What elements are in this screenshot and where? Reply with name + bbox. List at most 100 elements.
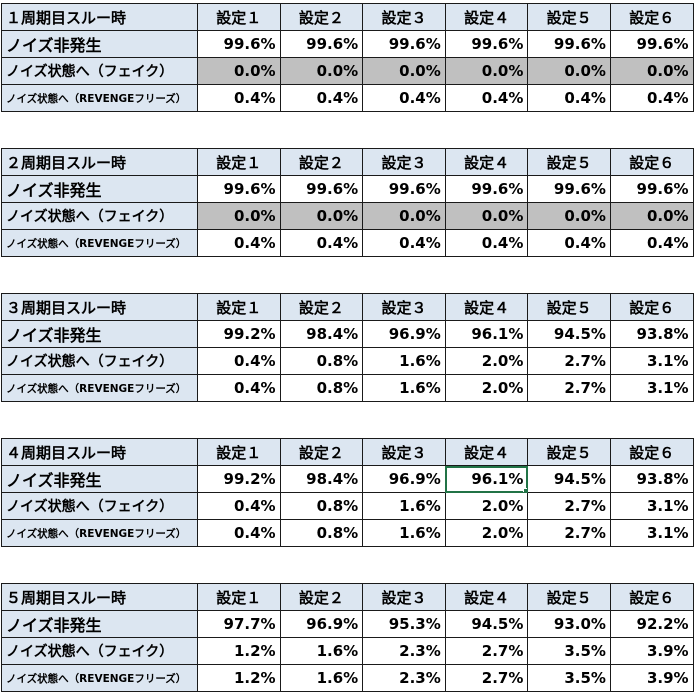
setting-header[interactable]: 設定４ <box>444 293 529 321</box>
table-title[interactable]: １周期目スルー時 <box>1 3 198 31</box>
rate-cell[interactable]: 99.6% <box>609 30 694 58</box>
setting-header[interactable]: 設定１ <box>197 3 281 31</box>
setting-header[interactable]: 設定６ <box>609 3 694 31</box>
rate-cell[interactable]: 0.4% <box>279 84 364 112</box>
rate-cell[interactable]: 98.4% <box>279 465 364 493</box>
row-label-revenge[interactable]: ノイズ状態へ（REVENGEフリーズ） <box>1 664 198 692</box>
rate-cell[interactable]: 0.4% <box>197 519 281 547</box>
rate-cell[interactable]: 0.0% <box>609 57 694 85</box>
rate-cell[interactable]: 99.2% <box>197 465 281 493</box>
row-label-fake[interactable]: ノイズ状態へ（フェイク） <box>1 637 198 665</box>
row-label-revenge[interactable]: ノイズ状態へ（REVENGEフリーズ） <box>1 374 198 402</box>
rate-cell[interactable]: 96.9% <box>279 610 364 638</box>
rate-cell[interactable]: 3.1% <box>609 347 694 375</box>
rate-cell[interactable]: 2.7% <box>527 374 611 402</box>
rate-cell[interactable]: 0.4% <box>197 84 281 112</box>
rate-cell[interactable]: 2.7% <box>444 637 529 665</box>
rate-cell[interactable]: 1.6% <box>362 492 446 520</box>
rate-cell[interactable]: 0.4% <box>362 229 446 257</box>
rate-cell[interactable]: 2.7% <box>444 664 529 692</box>
row-label-nonoise[interactable]: ノイズ非発生 <box>1 465 198 493</box>
table-title[interactable]: ３周期目スルー時 <box>1 293 198 321</box>
row-label-revenge[interactable]: ノイズ状態へ（REVENGEフリーズ） <box>1 84 198 112</box>
rate-cell[interactable]: 3.9% <box>609 637 694 665</box>
rate-cell[interactable]: 3.9% <box>609 664 694 692</box>
rate-cell[interactable]: 99.6% <box>197 175 281 203</box>
setting-header[interactable]: 設定６ <box>609 583 694 611</box>
rate-cell[interactable]: 92.2% <box>609 610 694 638</box>
rate-cell[interactable]: 0.0% <box>197 202 281 230</box>
rate-cell[interactable]: 3.1% <box>609 374 694 402</box>
setting-header[interactable]: 設定６ <box>609 148 694 176</box>
rate-cell[interactable]: 3.1% <box>609 519 694 547</box>
rate-cell[interactable]: 96.1% <box>444 465 529 493</box>
table-title[interactable]: ２周期目スルー時 <box>1 148 198 176</box>
rate-cell[interactable]: 3.5% <box>527 637 611 665</box>
setting-header[interactable]: 設定１ <box>197 293 281 321</box>
table-title[interactable]: ４周期目スルー時 <box>1 438 198 466</box>
rate-cell[interactable]: 0.8% <box>279 374 364 402</box>
rate-cell[interactable]: 96.1% <box>444 320 529 348</box>
rate-cell[interactable]: 2.0% <box>444 347 529 375</box>
setting-header[interactable]: 設定５ <box>527 3 611 31</box>
rate-cell[interactable]: 1.6% <box>362 374 446 402</box>
rate-cell[interactable]: 2.0% <box>444 519 529 547</box>
setting-header[interactable]: 設定２ <box>279 438 364 466</box>
rate-cell[interactable]: 2.0% <box>444 492 529 520</box>
rate-cell[interactable]: 3.5% <box>527 664 611 692</box>
rate-cell[interactable]: 96.9% <box>362 320 446 348</box>
setting-header[interactable]: 設定３ <box>362 583 446 611</box>
setting-header[interactable]: 設定５ <box>527 583 611 611</box>
setting-header[interactable]: 設定１ <box>197 148 281 176</box>
rate-cell[interactable]: 0.0% <box>444 202 529 230</box>
rate-cell[interactable]: 2.7% <box>527 492 611 520</box>
rate-cell[interactable]: 0.0% <box>279 57 364 85</box>
rate-cell[interactable]: 99.6% <box>279 175 364 203</box>
rate-cell[interactable]: 94.5% <box>527 320 611 348</box>
setting-header[interactable]: 設定６ <box>609 293 694 321</box>
rate-cell[interactable]: 95.3% <box>362 610 446 638</box>
rate-cell[interactable]: 99.2% <box>197 320 281 348</box>
setting-header[interactable]: 設定４ <box>444 148 529 176</box>
setting-header[interactable]: 設定１ <box>197 438 281 466</box>
rate-cell[interactable]: 2.0% <box>444 374 529 402</box>
rate-cell[interactable]: 0.4% <box>527 229 611 257</box>
rate-cell[interactable]: 0.4% <box>197 229 281 257</box>
rate-cell[interactable]: 0.4% <box>609 229 694 257</box>
rate-cell[interactable]: 0.0% <box>279 202 364 230</box>
rate-cell[interactable]: 0.4% <box>197 374 281 402</box>
setting-header[interactable]: 設定４ <box>444 438 529 466</box>
rate-cell[interactable]: 99.6% <box>362 175 446 203</box>
rate-cell[interactable]: 0.0% <box>197 57 281 85</box>
setting-header[interactable]: 設定１ <box>197 583 281 611</box>
rate-cell[interactable]: 0.4% <box>279 229 364 257</box>
setting-header[interactable]: 設定３ <box>362 438 446 466</box>
rate-cell[interactable]: 0.0% <box>362 202 446 230</box>
setting-header[interactable]: 設定３ <box>362 148 446 176</box>
rate-cell[interactable]: 0.4% <box>197 347 281 375</box>
rate-cell[interactable]: 0.0% <box>444 57 529 85</box>
rate-cell[interactable]: 99.6% <box>527 175 611 203</box>
rate-cell[interactable]: 99.6% <box>527 30 611 58</box>
setting-header[interactable]: 設定２ <box>279 583 364 611</box>
rate-cell[interactable]: 0.0% <box>527 202 611 230</box>
rate-cell[interactable]: 94.5% <box>527 465 611 493</box>
rate-cell[interactable]: 98.4% <box>279 320 364 348</box>
row-label-revenge[interactable]: ノイズ状態へ（REVENGEフリーズ） <box>1 519 198 547</box>
rate-cell[interactable]: 96.9% <box>362 465 446 493</box>
rate-cell[interactable]: 0.4% <box>362 84 446 112</box>
setting-header[interactable]: 設定２ <box>279 3 364 31</box>
rate-cell[interactable]: 0.0% <box>609 202 694 230</box>
row-label-fake[interactable]: ノイズ状態へ（フェイク） <box>1 492 198 520</box>
rate-cell[interactable]: 1.6% <box>362 347 446 375</box>
setting-header[interactable]: 設定５ <box>527 293 611 321</box>
rate-cell[interactable]: 0.8% <box>279 347 364 375</box>
rate-cell[interactable]: 99.6% <box>197 30 281 58</box>
setting-header[interactable]: 設定２ <box>279 293 364 321</box>
table-title[interactable]: ５周期目スルー時 <box>1 583 198 611</box>
rate-cell[interactable]: 2.3% <box>362 637 446 665</box>
row-label-fake[interactable]: ノイズ状態へ（フェイク） <box>1 57 198 85</box>
rate-cell[interactable]: 97.7% <box>197 610 281 638</box>
setting-header[interactable]: 設定４ <box>444 3 529 31</box>
setting-header[interactable]: 設定６ <box>609 438 694 466</box>
